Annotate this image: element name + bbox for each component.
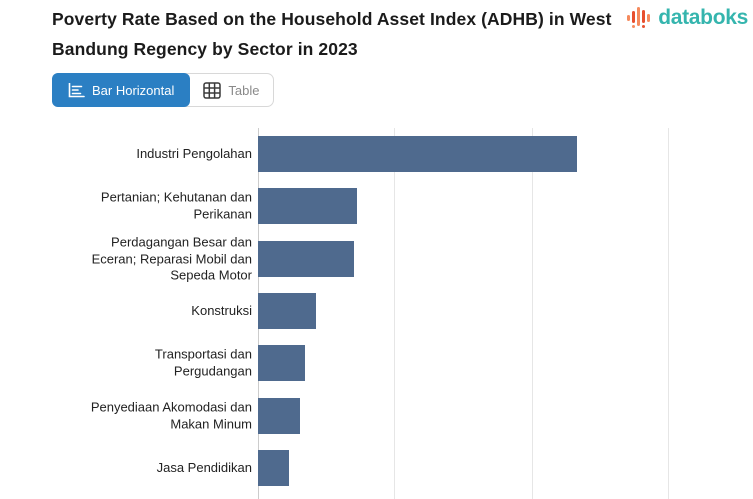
databoks-logo: databoks <box>627 5 748 31</box>
equalizer-bars-icon <box>627 7 651 28</box>
category-label: Konstruksi <box>191 302 252 318</box>
bar-1[interactable] <box>258 136 577 172</box>
category-label: Pertanian; Kehutanan dan Perikanan <box>100 189 252 222</box>
bar-row: Konstruksi <box>0 293 753 329</box>
bar-chart: Industri Pengolahan Pertanian; Kehutanan … <box>0 120 753 499</box>
category-label: Industri Pengolahan <box>136 145 252 161</box>
bar-4[interactable] <box>258 293 316 329</box>
bar-row: Transportasi dan Pergudangan <box>0 345 753 381</box>
category-label: Transportasi dan Pergudangan <box>154 346 252 379</box>
category-label: Penyediaan Akomodasi dan Makan Minum <box>90 399 252 432</box>
table-label: Table <box>228 82 260 98</box>
bar-5[interactable] <box>258 345 305 381</box>
bar-row: Industri Pengolahan <box>0 136 753 172</box>
bar-row: Pertanian; Kehutanan dan Perikanan <box>0 188 753 224</box>
category-label: Perdagangan Besar dan Eceran; Reparasi M… <box>91 234 252 283</box>
bar-row: Penyediaan Akomodasi dan Makan Minum <box>0 398 753 434</box>
bar-horizontal-label: Bar Horizontal <box>92 82 175 98</box>
gridline <box>532 128 533 499</box>
gridline <box>668 128 669 499</box>
bar-3[interactable] <box>258 241 354 277</box>
bar-horizontal-button[interactable]: Bar Horizontal <box>52 73 191 107</box>
bar-6[interactable] <box>258 398 300 434</box>
page-title: Poverty Rate Based on the Household Asse… <box>52 9 612 59</box>
bar-row: Perdagangan Besar dan Eceran; Reparasi M… <box>0 234 753 282</box>
bar-7[interactable] <box>258 450 289 486</box>
databoks-logo-icon <box>627 5 655 31</box>
databoks-logo-text: databoks <box>658 6 748 29</box>
category-label: Jasa Pendidikan <box>156 459 252 475</box>
view-toggle-group: Bar Horizontal Table <box>52 73 275 107</box>
bar-2[interactable] <box>258 188 357 224</box>
bar-horizontal-icon <box>68 82 85 97</box>
table-icon <box>203 81 222 99</box>
gridline <box>394 128 395 499</box>
table-button[interactable]: Table <box>189 74 273 106</box>
bar-row: Jasa Pendidikan <box>0 450 753 486</box>
